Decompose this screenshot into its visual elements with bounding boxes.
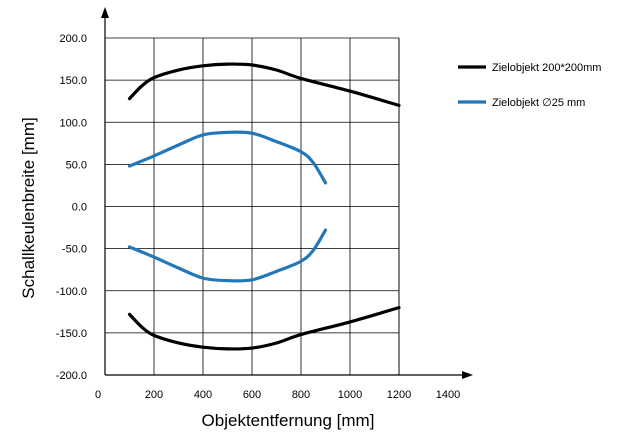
- axes: [101, 7, 473, 379]
- y-tick-label: 50.0: [66, 159, 87, 171]
- y-tick-label: -100.0: [56, 286, 87, 298]
- y-tick-label: 200.0: [59, 33, 87, 45]
- y-tick-label: 100.0: [59, 117, 87, 129]
- y-tick-label: -150.0: [56, 328, 87, 340]
- x-tick-label: 800: [292, 389, 310, 401]
- y-tick-label: -50.0: [62, 244, 87, 256]
- y-axis-label: Schallkeulenbreite [mm]: [19, 117, 38, 298]
- legend: Zielobjekt 200*200mm Zielobjekt ∅25 mm: [458, 62, 601, 109]
- tick-labels: 200.0 150.0 100.0 50.0 0.0 -50.0 -100.0 -150.0 -…: [56, 33, 460, 401]
- series-1-lower-line: [127, 306, 401, 351]
- series-2-upper-line: [127, 130, 328, 185]
- y-tick-label: 150.0: [59, 75, 87, 87]
- legend-label-2: Zielobjekt ∅25 mm: [492, 97, 585, 109]
- y-tick-label: -200.0: [56, 370, 87, 382]
- x-tick-label: 600: [243, 389, 261, 401]
- x-tick-label: 0: [95, 389, 101, 401]
- x-tick-label: 1400: [436, 389, 460, 401]
- x-tick-label: 1000: [338, 389, 362, 401]
- x-tick-label: 1200: [387, 389, 411, 401]
- x-tick-label: 200: [145, 389, 163, 401]
- y-axis-arrow: [101, 7, 109, 18]
- series-2-lower-line: [127, 228, 328, 283]
- series-lines: [127, 62, 401, 351]
- x-axis-label: Objektentfernung [mm]: [202, 411, 375, 430]
- y-tick-label: 0.0: [72, 202, 87, 214]
- series-1-upper-line: [127, 62, 401, 107]
- x-axis-arrow: [462, 371, 473, 379]
- x-tick-label: 400: [194, 389, 212, 401]
- legend-label-1: Zielobjekt 200*200mm: [492, 62, 601, 74]
- grid: [105, 37, 400, 375]
